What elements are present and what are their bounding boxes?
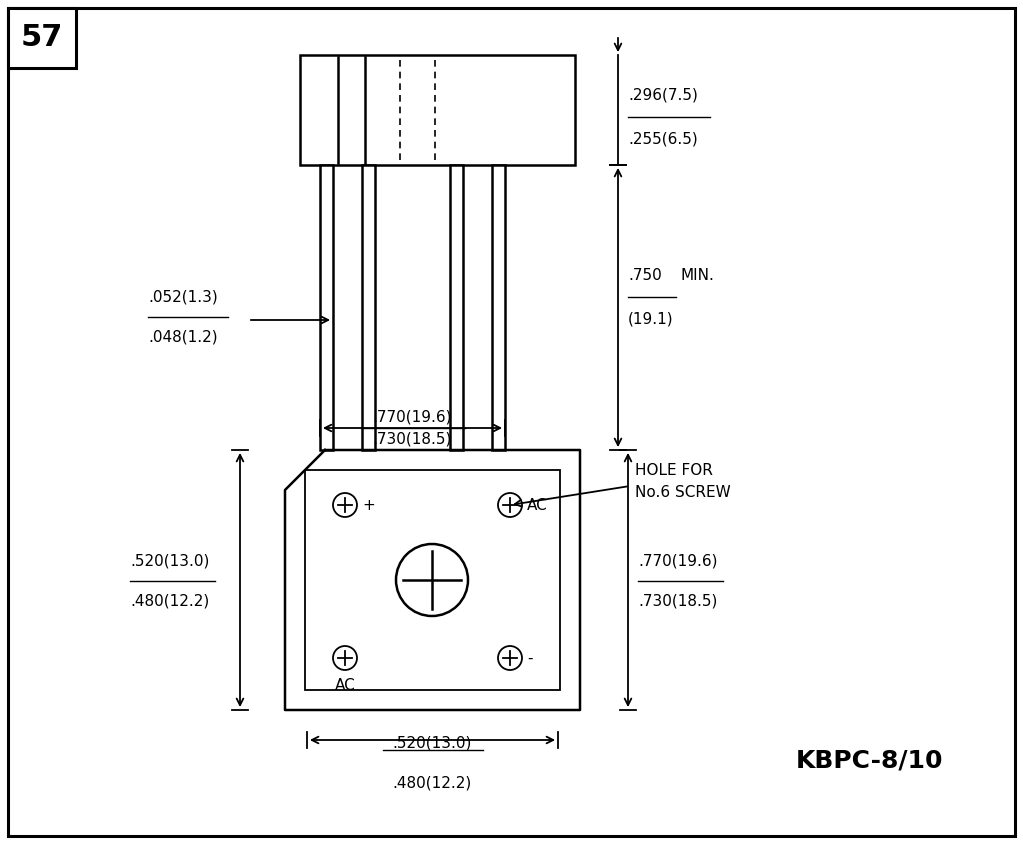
Text: (19.1): (19.1) — [628, 312, 673, 327]
Bar — [305, 470, 560, 690]
Bar — [300, 55, 575, 165]
Text: .480(12.2): .480(12.2) — [130, 594, 210, 609]
Text: .520(13.0): .520(13.0) — [130, 553, 210, 568]
Text: .480(12.2): .480(12.2) — [393, 775, 473, 790]
Text: HOLE FOR: HOLE FOR — [635, 463, 713, 478]
Text: .770(19.6): .770(19.6) — [638, 553, 717, 568]
Bar — [492, 165, 505, 450]
Text: .052(1.3): .052(1.3) — [148, 290, 218, 305]
Text: .520(13.0): .520(13.0) — [393, 736, 473, 751]
Text: .730(18.5): .730(18.5) — [372, 432, 452, 447]
Bar — [362, 165, 375, 450]
Text: .048(1.2): .048(1.2) — [148, 329, 218, 344]
Text: .255(6.5): .255(6.5) — [628, 132, 698, 147]
Bar — [450, 165, 463, 450]
Text: -: - — [527, 651, 533, 666]
Text: MIN.: MIN. — [680, 268, 714, 283]
Bar — [320, 165, 333, 450]
Text: .750: .750 — [628, 268, 662, 283]
Text: .730(18.5): .730(18.5) — [638, 594, 717, 609]
Text: No.6 SCREW: No.6 SCREW — [635, 485, 730, 500]
Text: 57: 57 — [20, 24, 63, 52]
Text: KBPC-8/10: KBPC-8/10 — [796, 748, 944, 772]
Bar — [8, 8, 76, 68]
Text: .296(7.5): .296(7.5) — [628, 88, 698, 103]
Text: AC: AC — [335, 678, 355, 693]
Text: AC: AC — [527, 497, 547, 512]
Text: .770(19.6): .770(19.6) — [372, 409, 452, 424]
Text: +: + — [362, 497, 374, 512]
